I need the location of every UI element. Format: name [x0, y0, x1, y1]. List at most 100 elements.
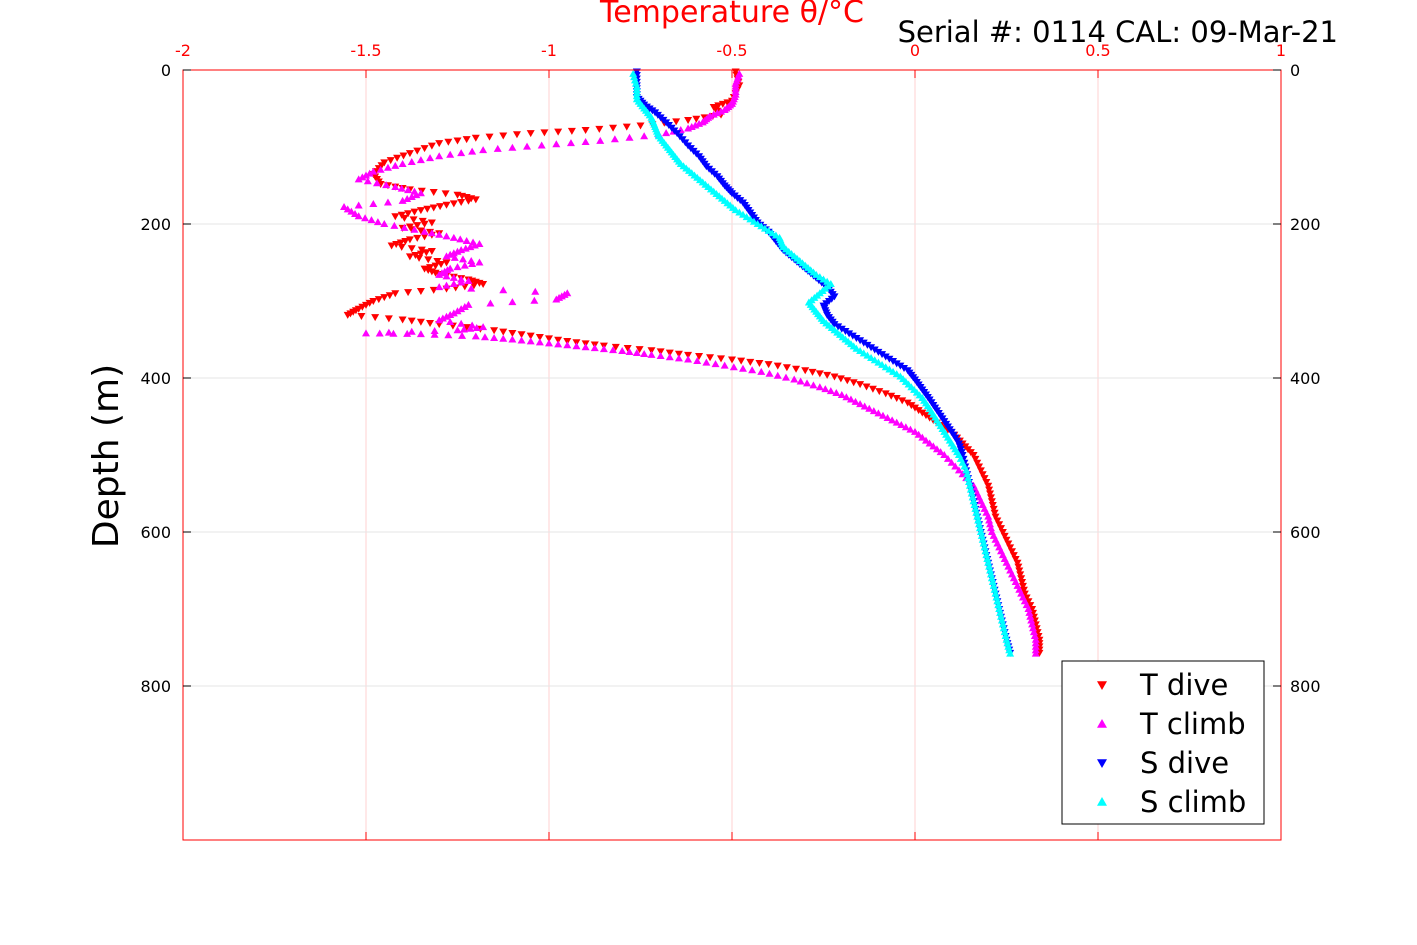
data-point	[757, 222, 766, 230]
data-point	[490, 327, 499, 335]
data-point	[373, 218, 382, 226]
data-point	[499, 328, 508, 336]
y-tick-label-right: 800	[1290, 677, 1321, 696]
data-point	[446, 150, 455, 158]
y-tick-label-right: 600	[1290, 523, 1321, 542]
data-point	[755, 359, 764, 367]
data-point	[453, 263, 462, 271]
data-point	[449, 200, 458, 208]
data-point	[991, 513, 1000, 521]
data-point	[426, 319, 435, 327]
data-point	[391, 161, 400, 169]
data-point	[999, 624, 1008, 632]
data-point	[803, 379, 812, 387]
data-point	[453, 326, 462, 334]
data-point	[371, 314, 380, 322]
data-point	[662, 129, 671, 137]
data-point	[429, 286, 438, 294]
legend-box	[1061, 660, 1265, 825]
data-point	[512, 131, 521, 139]
data-point	[386, 157, 395, 165]
data-point	[508, 298, 517, 306]
data-point	[449, 233, 458, 241]
data-point	[991, 535, 1000, 543]
data-point	[826, 280, 835, 288]
data-point	[846, 395, 855, 403]
data-point	[340, 203, 349, 211]
data-point	[508, 335, 517, 343]
data-point	[526, 130, 535, 138]
data-point	[997, 616, 1006, 624]
data-point	[856, 381, 865, 389]
data-point	[684, 355, 693, 363]
data-point	[995, 521, 1004, 529]
data-point	[837, 390, 846, 398]
data-point	[435, 230, 444, 238]
data-point	[958, 458, 967, 466]
data-point	[647, 350, 656, 358]
data-point	[1004, 562, 1013, 570]
data-point	[537, 141, 546, 149]
data-point	[475, 258, 484, 266]
data-point	[472, 323, 481, 331]
data-point	[883, 414, 892, 422]
data-point	[753, 220, 762, 227]
data-point	[988, 502, 997, 510]
x-tick-label: -2	[175, 41, 191, 60]
data-point	[427, 229, 436, 237]
data-point	[958, 452, 967, 459]
data-point	[889, 367, 898, 375]
data-point	[416, 156, 425, 164]
data-point	[485, 133, 494, 141]
data-point	[947, 458, 956, 466]
data-point	[611, 343, 620, 351]
data-point	[863, 341, 872, 349]
data-point	[457, 199, 466, 207]
data-point	[906, 425, 915, 433]
data-point	[444, 331, 453, 339]
data-point	[768, 229, 777, 237]
data-point	[376, 165, 385, 173]
data-point	[856, 347, 865, 355]
data-point	[980, 475, 989, 483]
data-point	[391, 290, 400, 298]
series-s-dive	[632, 68, 1015, 657]
data-point	[382, 181, 391, 189]
data-point	[997, 525, 1006, 533]
data-point	[530, 296, 539, 304]
data-point	[976, 528, 985, 535]
data-point	[1014, 563, 1023, 571]
data-point	[457, 149, 466, 157]
data-point	[993, 539, 1002, 547]
data-point	[430, 330, 439, 338]
data-point	[834, 323, 843, 331]
data-point	[684, 117, 693, 125]
data-point	[407, 193, 416, 201]
data-point	[775, 233, 784, 241]
data-point	[1024, 605, 1033, 612]
data-point	[964, 477, 973, 485]
data-point	[413, 147, 422, 155]
data-point	[540, 129, 549, 137]
data-point	[1026, 612, 1035, 620]
data-point	[972, 508, 981, 516]
data-point	[885, 365, 894, 373]
data-point	[738, 364, 747, 372]
serial-calibration-label: Serial #: 0114 CAL: 09-Mar-21	[898, 15, 1338, 49]
data-point	[380, 294, 389, 302]
y-tick-label-right: 0	[1290, 61, 1300, 80]
data-point	[424, 256, 433, 264]
data-point	[737, 357, 746, 365]
data-point	[458, 331, 467, 339]
data-point	[361, 214, 370, 222]
data-point	[987, 498, 996, 506]
data-point	[1000, 554, 1009, 562]
data-point	[471, 134, 480, 142]
data-point	[581, 137, 590, 145]
data-point	[801, 367, 810, 375]
data-point	[417, 246, 426, 254]
data-point	[896, 362, 905, 370]
x-tick-label: -1	[541, 41, 557, 60]
data-point	[469, 238, 478, 246]
data-point	[523, 142, 532, 150]
